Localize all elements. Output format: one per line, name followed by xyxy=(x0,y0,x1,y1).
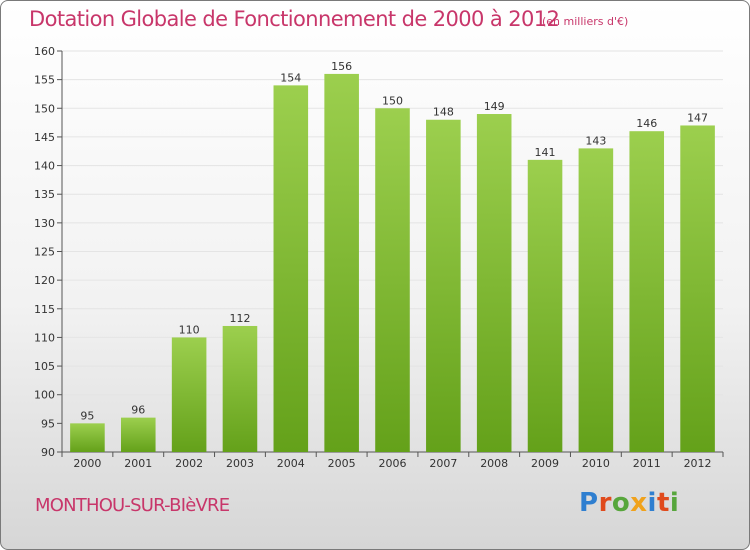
x-tick-label: 2008 xyxy=(480,457,508,470)
brand-letter: t xyxy=(656,488,670,518)
bar-2000 xyxy=(70,423,105,452)
x-tick-label: 2002 xyxy=(175,457,203,470)
x-tick-label: 2010 xyxy=(582,457,610,470)
x-tick-label: 2009 xyxy=(531,457,559,470)
brand-letter: P xyxy=(579,488,599,518)
data-label: 148 xyxy=(433,106,454,119)
y-tick-label: 125 xyxy=(34,246,55,259)
x-tick-label: 2004 xyxy=(277,457,305,470)
brand-letter: i xyxy=(669,488,680,518)
bar-2011 xyxy=(629,131,665,452)
chart-title: Dotation Globale de Fonctionnement de 20… xyxy=(29,7,560,31)
y-tick-label: 155 xyxy=(34,74,55,87)
x-tick-label: 2003 xyxy=(226,457,254,470)
bar-2010 xyxy=(578,148,614,452)
x-tick-label: 2012 xyxy=(684,457,712,470)
y-tick-label: 130 xyxy=(34,217,55,230)
brand-letter: x xyxy=(630,488,648,518)
commune-name: MONTHOU-SUR-BIèVRE xyxy=(35,495,230,516)
bar-2005 xyxy=(324,73,359,453)
y-tick-label: 110 xyxy=(34,331,55,344)
y-tick-label: 120 xyxy=(34,274,55,287)
y-tick-label: 95 xyxy=(41,417,55,430)
bar-2007 xyxy=(426,119,461,452)
data-label: 141 xyxy=(535,146,556,159)
data-label: 96 xyxy=(131,404,145,417)
x-tick-label: 2005 xyxy=(328,457,356,470)
bar-2012 xyxy=(680,125,715,452)
bar-2009 xyxy=(527,159,563,453)
chart-unit-note: (en milliers d'€) xyxy=(542,15,629,28)
data-labels: 95 96 110 112 154 156 150 148 149 141 143 146 147 xyxy=(80,60,708,422)
y-tick-label: 140 xyxy=(34,160,55,173)
y-tick-label: 90 xyxy=(41,446,55,459)
data-label: 146 xyxy=(636,117,657,130)
data-label: 150 xyxy=(382,94,403,107)
bar-2004 xyxy=(273,85,309,452)
x-tick-label: 2006 xyxy=(379,457,407,470)
data-label: 156 xyxy=(331,60,352,73)
data-label: 95 xyxy=(80,409,94,422)
bar-2002 xyxy=(171,337,207,452)
y-tick-label: 100 xyxy=(34,389,55,402)
data-label: 154 xyxy=(280,71,301,84)
proxiti-logo: Proxiti xyxy=(579,488,679,518)
y-tick-label: 135 xyxy=(34,188,55,201)
y-tick-label: 150 xyxy=(34,102,55,115)
x-tick-label: 2011 xyxy=(633,457,661,470)
data-label: 143 xyxy=(585,134,606,147)
bar-2003 xyxy=(222,325,258,452)
bar-2006 xyxy=(375,108,410,453)
y-tick-label: 145 xyxy=(34,131,55,144)
x-tick-label: 2001 xyxy=(124,457,152,470)
brand-letter: r xyxy=(598,488,612,518)
data-label: 110 xyxy=(179,323,200,336)
x-tick-label: 2000 xyxy=(73,457,101,470)
brand-letter: i xyxy=(647,488,657,518)
bar-2008 xyxy=(476,114,512,452)
brand-letter: o xyxy=(611,488,631,518)
data-label: 112 xyxy=(229,312,250,325)
y-tick-label: 105 xyxy=(34,360,55,373)
data-label: 149 xyxy=(484,100,505,113)
data-label: 147 xyxy=(687,111,708,124)
bars xyxy=(70,73,715,453)
bar-2001 xyxy=(120,417,156,452)
y-tick-label: 160 xyxy=(34,45,55,58)
x-tick-label: 2007 xyxy=(429,457,457,470)
y-tick-label: 115 xyxy=(34,303,55,316)
